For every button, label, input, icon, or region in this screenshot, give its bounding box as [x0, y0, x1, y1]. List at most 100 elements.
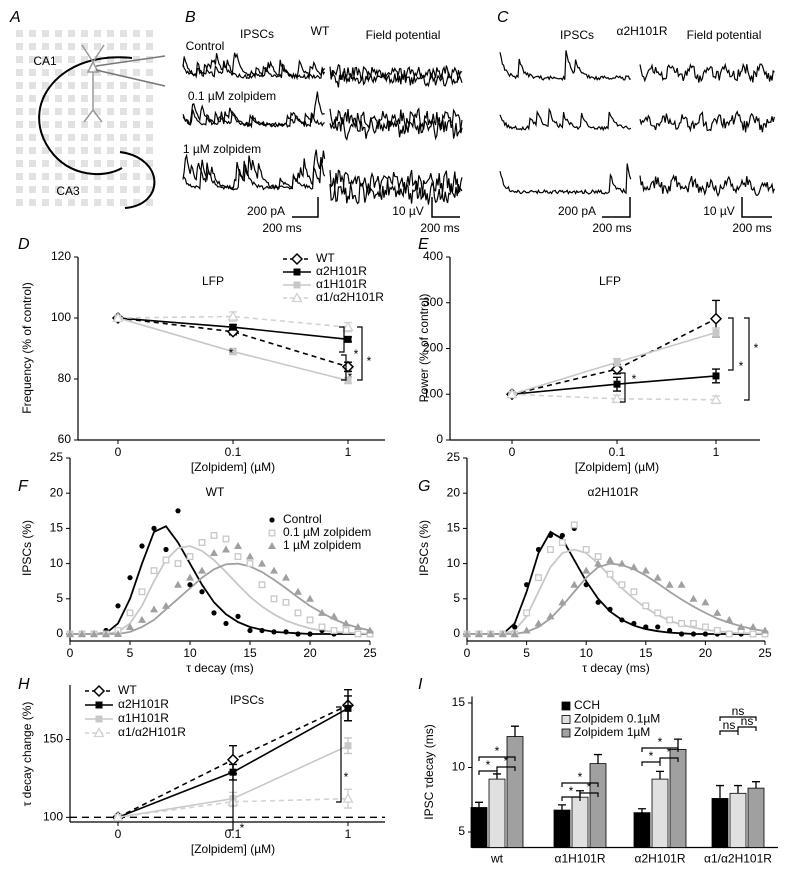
grid-dot: [133, 43, 140, 50]
ipsc-trace: [499, 107, 632, 132]
legend-marker: [293, 268, 301, 276]
marker: [306, 594, 314, 602]
marker: [709, 312, 723, 325]
marker: [710, 393, 722, 404]
grid-dot: [68, 30, 75, 37]
legend-marker: [268, 542, 276, 549]
y-tick-label: 400: [423, 249, 443, 263]
marker: [66, 630, 74, 637]
grid-dot: [68, 186, 75, 193]
grid-dot: [29, 95, 36, 102]
grid-dot: [81, 147, 88, 154]
marker: [606, 556, 615, 564]
x-tick-label: α1/α2H101R: [704, 852, 772, 866]
grid-dot: [16, 160, 23, 167]
marker: [701, 623, 709, 631]
significance-bracket: [478, 756, 516, 761]
grid-dot: [81, 121, 88, 128]
y-tick-label: 5: [453, 591, 460, 605]
significance-label: *: [229, 346, 234, 360]
marker: [547, 532, 554, 539]
marker: [227, 310, 239, 321]
grid-dot: [68, 160, 75, 167]
y-axis-label: Power (% of control): [417, 294, 431, 403]
significance-bracket: [719, 716, 757, 721]
grid-dot: [107, 95, 114, 102]
grid-dot: [16, 95, 23, 102]
marker: [749, 622, 758, 630]
grid-dot: [42, 186, 49, 193]
grid-dot: [42, 108, 49, 115]
significance-bracket: [561, 796, 581, 801]
significance-bracket: [641, 747, 679, 752]
grid-dot: [146, 43, 153, 50]
grid-dot: [94, 95, 101, 102]
y-tick-label: 25: [447, 450, 461, 464]
panel-text: IPSCs: [240, 27, 274, 41]
panel-text: Control: [186, 39, 225, 53]
x-tick-label: 0: [115, 445, 122, 459]
marker: [258, 581, 266, 589]
x-tick-label: wt: [490, 852, 504, 866]
series-line: [511, 393, 717, 401]
grid-dot: [55, 199, 62, 206]
marker: [655, 624, 661, 630]
grid-dot: [107, 30, 114, 37]
marker: [631, 620, 637, 627]
grid-dot: [29, 147, 36, 154]
marker: [594, 559, 603, 567]
grid-dot: [120, 56, 127, 63]
significance-bracket: [336, 706, 342, 803]
grid-dot: [146, 121, 153, 128]
marker: [463, 630, 471, 637]
y-tick-label: 20: [447, 485, 461, 499]
grid-dot: [133, 186, 140, 193]
marker: [606, 570, 614, 578]
marker: [486, 630, 495, 637]
field-trace: [639, 62, 775, 83]
grid-dot: [16, 147, 23, 154]
grid-dot: [42, 69, 49, 76]
marker: [229, 348, 237, 356]
y-axis-label: IPSCs (%): [417, 520, 431, 576]
marker: [344, 742, 352, 750]
significance-bracket: [620, 372, 626, 403]
grid-dot: [55, 186, 62, 193]
scale-bars: [292, 197, 772, 218]
series-line: [117, 315, 349, 328]
legend-swatch: [561, 715, 571, 724]
grid-dot: [29, 56, 36, 63]
marker: [689, 594, 698, 602]
legend-label: Zolpidem 0.1µM: [574, 712, 660, 726]
field-trace: [329, 170, 463, 205]
grid-dot: [133, 108, 140, 115]
grid-dot: [16, 82, 23, 89]
grid-dot: [55, 69, 62, 76]
marker: [643, 624, 649, 630]
y-axis-label: IPSC τdecay (ms): [422, 724, 436, 819]
marker: [306, 616, 314, 624]
grid-dot: [94, 160, 101, 167]
grid-dot: [146, 56, 153, 63]
significance-label: *: [240, 821, 245, 835]
panel-text: 0.1 µM zolpidem: [188, 89, 276, 103]
series-line: [117, 317, 349, 368]
panel-letter: D: [18, 236, 30, 253]
marker: [618, 581, 626, 589]
x-tick-label: 5: [523, 646, 530, 660]
marker: [582, 546, 590, 553]
marker: [318, 623, 326, 631]
grid-dot: [55, 160, 62, 167]
marker: [607, 606, 613, 612]
grid-dot: [81, 82, 88, 89]
marker: [318, 608, 326, 616]
y-tick-label: 0: [56, 626, 63, 640]
y-tick-label: 100: [51, 310, 71, 324]
significance-bracket: [737, 726, 757, 731]
grid-dot: [16, 134, 23, 141]
grid-dot: [16, 108, 23, 115]
marker: [619, 617, 625, 623]
panel-letter: H: [18, 676, 30, 693]
ipsc-trace: [182, 155, 326, 191]
fit-curve: [70, 562, 371, 635]
